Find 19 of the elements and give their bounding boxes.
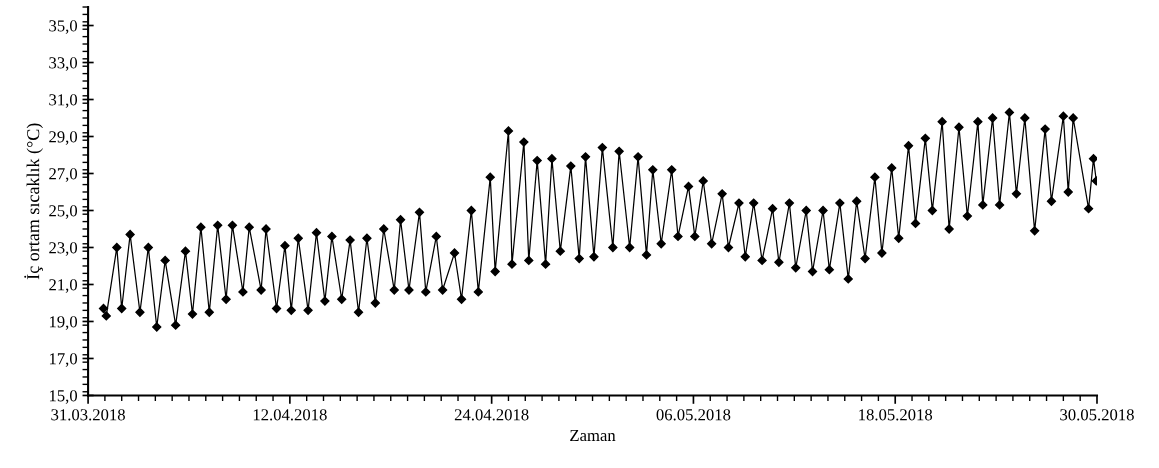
y-tick-label: 15,0: [49, 390, 78, 404]
y-tick-label: 21,0: [49, 279, 78, 293]
x-tick-label: 24.04.2018: [454, 409, 529, 421]
y-tick-label: 23,0: [49, 242, 78, 256]
y-axis-title: İç ortam sıcaklık (°C): [24, 123, 43, 280]
y-tick-label: 25,0: [49, 205, 78, 219]
x-tick-label: 12.04.2018: [253, 409, 327, 421]
y-tick-label: 35,0: [49, 20, 78, 34]
x-axis-title: Zaman: [570, 429, 616, 442]
y-tick-label: 19,0: [49, 316, 78, 330]
y-tick-label: 29,0: [49, 131, 78, 145]
y-tick-label: 17,0: [49, 353, 78, 367]
x-tick-label: 30.05.2018: [1060, 409, 1134, 421]
x-tick-label: 06.05.2018: [656, 409, 731, 421]
y-tick-label: 33,0: [49, 57, 78, 71]
x-tick-label: 18.05.2018: [859, 409, 933, 421]
x-tick-label: 31.03.2018: [51, 409, 125, 421]
y-tick-label: 31,0: [49, 94, 78, 108]
y-tick-label: 27,0: [49, 168, 78, 182]
